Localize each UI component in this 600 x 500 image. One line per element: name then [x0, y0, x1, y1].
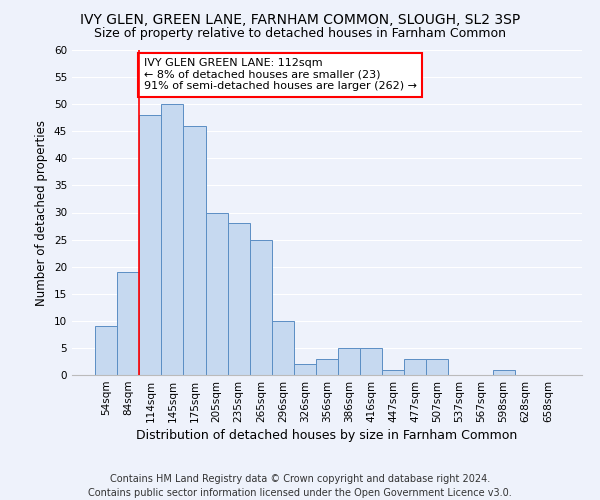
Bar	[139, 115, 161, 375]
Y-axis label: Number of detached properties: Number of detached properties	[35, 120, 49, 306]
Bar	[338, 348, 360, 375]
Text: IVY GLEN GREEN LANE: 112sqm
← 8% of detached houses are smaller (23)
91% of semi: IVY GLEN GREEN LANE: 112sqm ← 8% of deta…	[144, 58, 417, 92]
Bar	[294, 364, 316, 375]
Bar	[95, 326, 117, 375]
Bar	[206, 212, 227, 375]
Bar	[382, 370, 404, 375]
Bar	[161, 104, 184, 375]
Bar	[184, 126, 206, 375]
Bar	[493, 370, 515, 375]
Bar	[250, 240, 272, 375]
Bar	[360, 348, 382, 375]
Bar	[316, 359, 338, 375]
X-axis label: Distribution of detached houses by size in Farnham Common: Distribution of detached houses by size …	[136, 429, 518, 442]
Bar	[227, 224, 250, 375]
Bar	[427, 359, 448, 375]
Bar	[272, 321, 294, 375]
Bar	[404, 359, 427, 375]
Text: Size of property relative to detached houses in Farnham Common: Size of property relative to detached ho…	[94, 28, 506, 40]
Text: Contains HM Land Registry data © Crown copyright and database right 2024.
Contai: Contains HM Land Registry data © Crown c…	[88, 474, 512, 498]
Bar	[117, 272, 139, 375]
Text: IVY GLEN, GREEN LANE, FARNHAM COMMON, SLOUGH, SL2 3SP: IVY GLEN, GREEN LANE, FARNHAM COMMON, SL…	[80, 12, 520, 26]
